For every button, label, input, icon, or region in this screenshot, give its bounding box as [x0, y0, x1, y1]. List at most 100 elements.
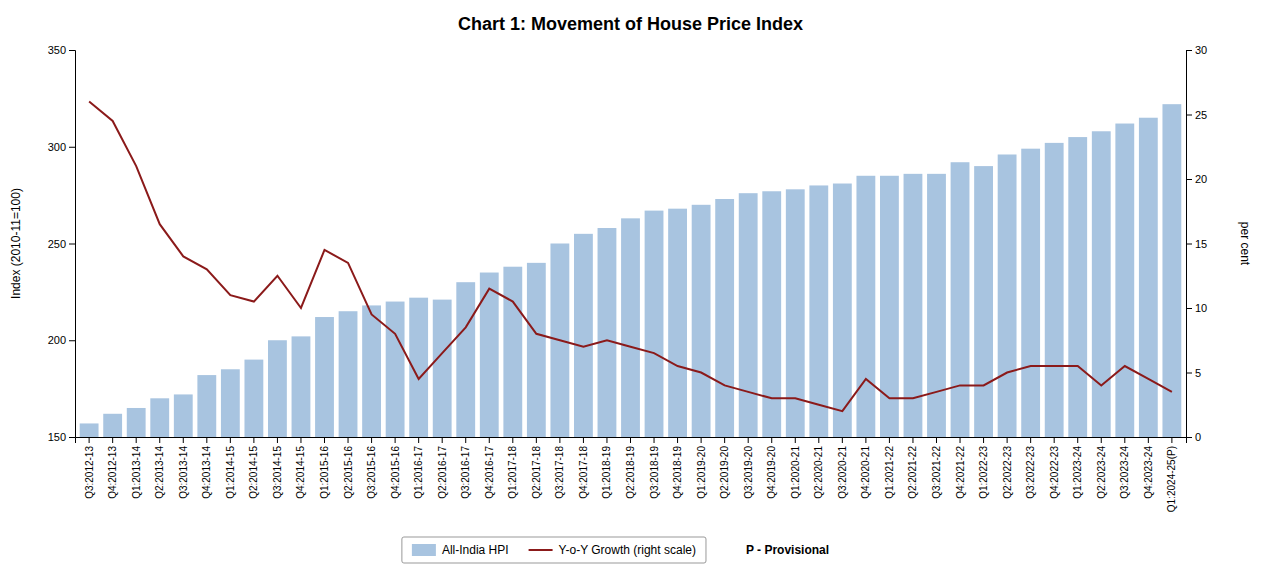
tick-mark	[69, 340, 75, 341]
tick-label: Q3:2023-24	[1119, 446, 1130, 499]
tick-mark	[936, 437, 937, 443]
tick-mark	[136, 437, 137, 443]
tick-mark	[1148, 437, 1149, 443]
tick-mark	[1186, 373, 1192, 374]
tick-label: Q3:2021-22	[931, 446, 942, 499]
bar	[598, 228, 617, 437]
tick-mark	[1186, 179, 1192, 180]
legend-label: All-India HPI	[442, 543, 509, 557]
tick: Q3:2012-13	[84, 437, 95, 499]
tick-mark	[69, 50, 75, 51]
tick-label: Q2:2014-15	[248, 446, 259, 499]
tick-mark	[69, 437, 75, 438]
tick-mark	[324, 437, 325, 443]
tick-label: Q1:2021-22	[884, 446, 895, 499]
tick-label: 20	[1195, 173, 1207, 185]
legend-items: All-India HPI Y-o-Y Growth (right scale)	[412, 543, 696, 557]
tick-mark	[489, 437, 490, 443]
bar	[197, 375, 216, 437]
bar	[856, 176, 875, 437]
tick: Q4:2022-23	[1049, 437, 1060, 499]
tick-label: Q3:2018-19	[649, 446, 660, 499]
tick-label: Q1:2020-21	[790, 446, 801, 499]
tick-label: 0	[1195, 431, 1201, 443]
tick: Q3:2021-22	[931, 437, 942, 499]
tick: Q2:2013-14	[154, 437, 165, 499]
legend-item: Y-o-Y Growth (right scale)	[529, 543, 696, 557]
tick-label: Q3:2016-17	[460, 446, 471, 499]
tick-mark	[795, 437, 796, 443]
tick-label: Q1:2016-17	[413, 446, 424, 499]
tick: Q1:2019-20	[696, 437, 707, 499]
bar	[127, 408, 146, 437]
bar	[1092, 131, 1111, 437]
line	[89, 102, 1172, 412]
bar	[103, 414, 122, 437]
chart-container: Q3:2012-13Q4:2012-13Q1:2013-14Q2:2013-14…	[0, 0, 1261, 572]
tick-label: Q1:2019-20	[696, 446, 707, 499]
tick: 250	[48, 238, 75, 250]
tick-label: 350	[48, 44, 66, 56]
axis-line	[76, 438, 1187, 444]
tick-label: Q4:2017-18	[578, 446, 589, 499]
tick-mark	[1124, 437, 1125, 443]
tick: Q3:2023-24	[1119, 437, 1130, 499]
legend-label: Y-o-Y Growth (right scale)	[559, 543, 696, 557]
tick: Q1:2016-17	[413, 437, 424, 499]
tick-mark	[1007, 437, 1008, 443]
tick: Q1:2024-25(P)	[1166, 437, 1177, 512]
bar	[692, 205, 711, 437]
tick-label: 300	[48, 141, 66, 153]
legend: All-India HPI Y-o-Y Growth (right scale)	[402, 537, 706, 563]
bar	[998, 154, 1017, 437]
tick-label: Q2:2018-19	[625, 446, 636, 499]
bar	[362, 305, 381, 437]
tick-mark	[183, 437, 184, 443]
tick-mark	[960, 437, 961, 443]
tick-label: Q4:2023-24	[1143, 446, 1154, 499]
tick-label: Q3:2013-14	[178, 446, 189, 499]
tick-mark	[1171, 437, 1172, 443]
tick: Q2:2018-19	[625, 437, 636, 499]
bar	[833, 184, 852, 437]
tick-label: Q4:2020-21	[860, 446, 871, 499]
tick: Q3:2013-14	[178, 437, 189, 499]
bar	[668, 209, 687, 437]
axis-y2ticks: 051015202530	[1186, 44, 1207, 443]
bar	[456, 282, 475, 437]
tick-mark	[630, 437, 631, 443]
tick-mark	[69, 244, 75, 245]
tick-label: Q2:2021-22	[907, 446, 918, 499]
tick-mark	[1186, 437, 1192, 438]
tick-label: Q2:2016-17	[437, 446, 448, 499]
tick-mark	[206, 437, 207, 443]
bar-series	[80, 104, 1182, 437]
tick: Q3:2015-16	[366, 437, 377, 499]
tick-label: Q1:2017-18	[507, 446, 518, 499]
tick-label: Q3:2022-23	[1025, 446, 1036, 499]
tick: Q1:2014-15	[225, 437, 236, 499]
plot-area	[80, 102, 1182, 437]
tick-mark	[889, 437, 890, 443]
bar	[1139, 118, 1158, 437]
tick: Q3:2017-18	[554, 437, 565, 499]
bar	[739, 193, 758, 437]
tick-label: Q2:2019-20	[719, 446, 730, 499]
bar	[339, 311, 358, 437]
bar	[527, 263, 546, 437]
tick: 5	[1186, 367, 1201, 379]
bar	[503, 267, 522, 437]
bar	[292, 336, 311, 437]
tick-label: 25	[1195, 109, 1207, 121]
bar	[221, 369, 240, 437]
tick: Q4:2012-13	[107, 437, 118, 499]
axis-line	[1187, 51, 1193, 438]
tick-mark	[1186, 244, 1192, 245]
tick-label: 200	[48, 334, 66, 346]
tick: Q4:2020-21	[860, 437, 871, 499]
tick-mark	[395, 437, 396, 443]
tick-label: Q1:2023-24	[1072, 446, 1083, 499]
tick-label: Q3:2019-20	[743, 446, 754, 499]
tick: Q1:2015-16	[319, 437, 330, 499]
bar	[809, 185, 828, 437]
